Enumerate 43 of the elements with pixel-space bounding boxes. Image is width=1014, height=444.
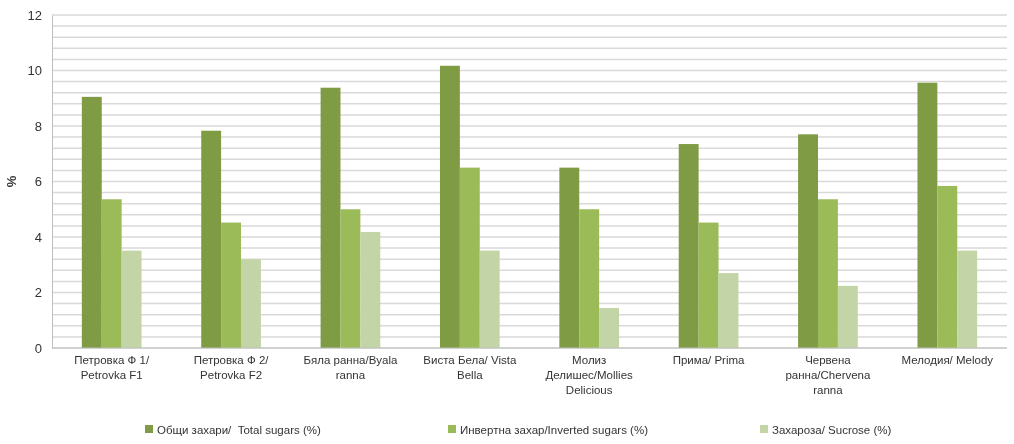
- y-axis-title: %: [4, 175, 19, 188]
- bar: [837, 285, 858, 348]
- x-tick-label: Молиз Делишес/Mollies Delicious: [545, 354, 634, 396]
- bar: [798, 134, 818, 348]
- x-tick-label: Прима/ Prima: [672, 354, 746, 366]
- y-tick-label: 2: [34, 285, 42, 301]
- bar: [957, 250, 978, 348]
- bar: [201, 130, 222, 348]
- bar: [360, 232, 381, 348]
- bar: [439, 65, 460, 348]
- bar: [817, 199, 838, 348]
- bar: [241, 259, 261, 348]
- bar: [340, 209, 361, 348]
- legend-label: Инвертна захар/Inverted sugars (%): [460, 424, 649, 436]
- x-tick-label: Виста Бела/ Vista Bella: [423, 354, 517, 381]
- bar: [121, 250, 142, 348]
- bar: [678, 144, 699, 348]
- bar: [698, 222, 719, 348]
- y-tick-label: 10: [27, 63, 42, 79]
- legend-label: Захароза/ Sucrose (%): [772, 424, 892, 436]
- bar: [917, 82, 938, 348]
- bar: [81, 96, 102, 348]
- x-tick-label: Мелодия/ Melody: [901, 354, 994, 366]
- y-tick-label: 0: [34, 340, 42, 356]
- x-tick-label: Бяла ранна/Byala ranna: [303, 354, 398, 381]
- y-tick-label: 8: [34, 118, 42, 134]
- bar: [718, 273, 739, 348]
- bar: [599, 308, 620, 348]
- bar: [459, 167, 480, 348]
- bar: [579, 209, 600, 348]
- x-tick-label: Петровка Ф 2/ Petrovka F2: [193, 354, 270, 381]
- x-tick-label: Червена ранна/Chervena ranna: [785, 354, 872, 396]
- y-tick-label: 6: [34, 174, 42, 190]
- bar: [320, 87, 341, 348]
- bar: [479, 250, 500, 348]
- bar: [937, 185, 958, 348]
- legend-label: Общи захари/ Total sugars (%): [157, 424, 321, 436]
- bar: [221, 222, 242, 348]
- x-tick-label: Петровка Ф 1/ Petrovka F1: [74, 354, 150, 381]
- bar: [559, 167, 580, 348]
- y-tick-label: 12: [27, 7, 42, 23]
- bar: [101, 199, 122, 348]
- y-tick-label: 4: [34, 229, 42, 245]
